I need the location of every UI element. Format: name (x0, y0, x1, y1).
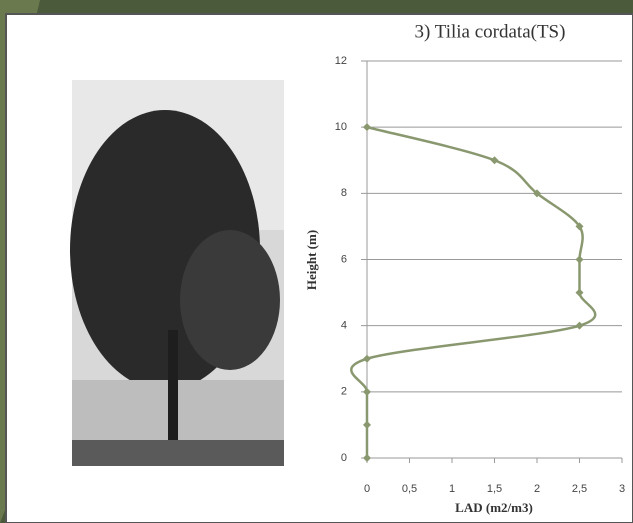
x-tick-label: 1,5 (487, 483, 502, 495)
data-point (363, 454, 371, 462)
data-point (363, 354, 371, 363)
data-point (533, 189, 541, 198)
data-point (363, 387, 371, 396)
x-axis-label: LAD (m2/m3) (455, 500, 533, 515)
y-tick-label: 0 (341, 452, 347, 464)
chart-title: 3) Tilia cordata(TS) (415, 21, 566, 42)
y-tick-label: 8 (341, 187, 347, 199)
tree-photo (70, 80, 284, 466)
data-point (575, 255, 584, 264)
y-tick-label: 4 (341, 320, 347, 332)
x-tick-label: 0,5 (402, 483, 417, 495)
x-tick-label: 1 (449, 483, 455, 495)
x-tick-label: 2,5 (572, 483, 587, 495)
data-point (575, 288, 584, 297)
data-point (363, 420, 371, 429)
y-tick-label: 2 (341, 386, 347, 398)
y-tick-label: 6 (341, 253, 347, 265)
data-point (575, 321, 584, 330)
data-point (490, 156, 499, 165)
x-tick-label: 3 (619, 483, 625, 495)
x-tick-label: 0 (364, 483, 370, 495)
data-point (575, 222, 584, 231)
y-tick-label: 10 (335, 121, 347, 133)
y-axis-label: Height (m) (304, 230, 319, 290)
x-tick-label: 2 (534, 483, 540, 495)
y-tick-label: 12 (335, 55, 347, 67)
data-point (363, 123, 371, 132)
